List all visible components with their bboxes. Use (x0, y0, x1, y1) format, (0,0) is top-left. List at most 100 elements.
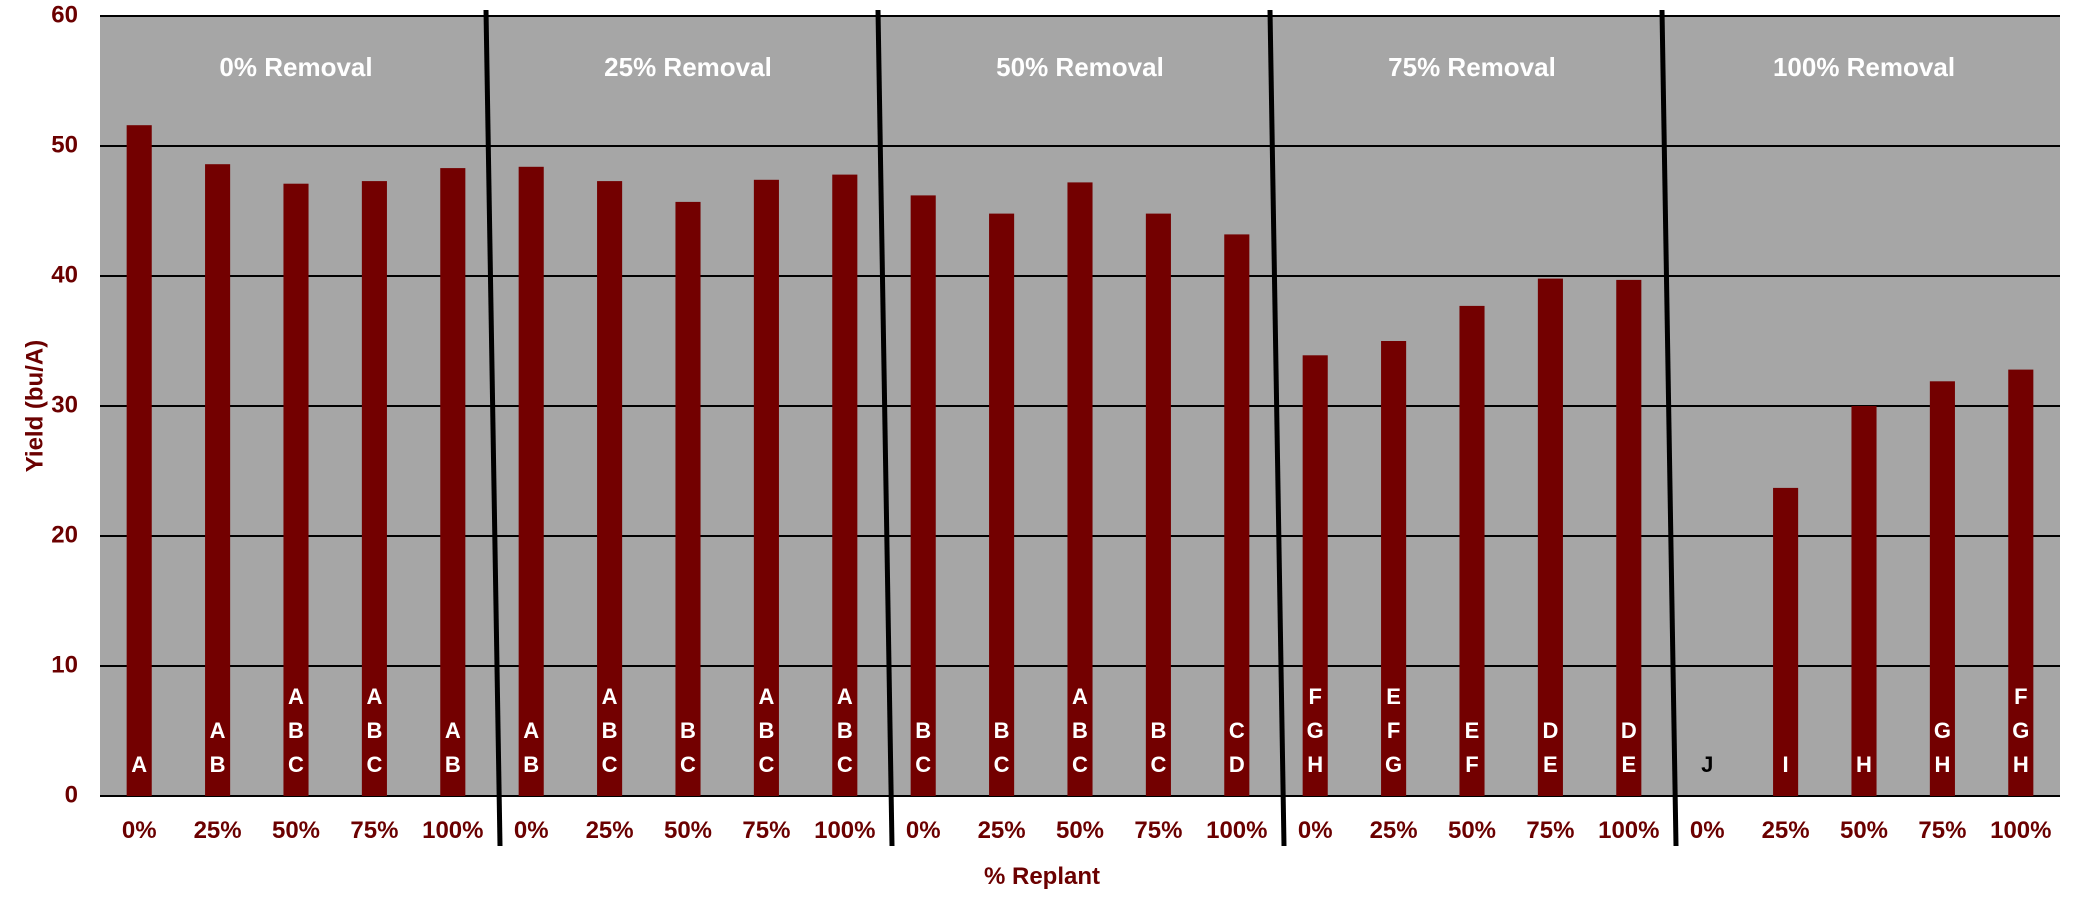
x-tick-label: 50% (1448, 817, 1496, 844)
bar (1459, 305, 1485, 796)
significance-letter: B (994, 718, 1010, 743)
significance-letter: A (445, 718, 461, 743)
bar (1929, 381, 1955, 796)
bar (1302, 355, 1328, 796)
significance-letter: D (1621, 718, 1637, 743)
x-tick-label: 75% (1526, 817, 1574, 844)
group-separator (483, 9, 503, 847)
x-tick-label: 100% (814, 817, 875, 844)
x-tick-label: 75% (742, 817, 790, 844)
group-separator (1659, 9, 1679, 847)
bar (910, 195, 936, 796)
x-tick-label: 0% (906, 817, 941, 844)
significance-letter: H (1856, 752, 1872, 777)
significance-letter: C (994, 752, 1010, 777)
x-tick-label: 100% (1206, 817, 1267, 844)
y-tick-label: 10 (51, 651, 78, 678)
x-tick-label: 25% (1762, 817, 1810, 844)
significance-letter: C (680, 752, 696, 777)
x-tick-label: 75% (1918, 817, 1966, 844)
significance-letter: H (1307, 752, 1323, 777)
significance-letter: F (1308, 684, 1321, 709)
significance-letter: B (837, 718, 853, 743)
x-tick-label: 75% (1134, 817, 1182, 844)
significance-letter: A (837, 684, 853, 709)
bar (1067, 182, 1093, 796)
significance-letter: D (1542, 718, 1558, 743)
bar (518, 166, 544, 797)
significance-letter: G (1385, 752, 1402, 777)
group-label: 50% Removal (996, 52, 1164, 82)
significance-letter: B (445, 752, 461, 777)
significance-letter: E (1465, 718, 1480, 743)
significance-letter: B (288, 718, 304, 743)
significance-letter: B (915, 718, 931, 743)
x-tick-label: 50% (272, 817, 320, 844)
bar (1537, 278, 1563, 797)
bar (675, 201, 701, 796)
significance-letter: H (1934, 752, 1950, 777)
bar (283, 183, 309, 796)
group-separators (483, 9, 1679, 847)
significance-letter: I (1783, 752, 1789, 777)
x-tick-label: 0% (122, 817, 157, 844)
bar (1773, 487, 1799, 796)
significance-letter: C (758, 752, 774, 777)
significance-letter: G (2012, 718, 2029, 743)
significance-letter: B (366, 718, 382, 743)
significance-letter: B (602, 718, 618, 743)
significance-letter: E (1543, 752, 1558, 777)
significance-letter: H (2013, 752, 2029, 777)
significance-letter: B (210, 752, 226, 777)
bar (989, 213, 1015, 797)
x-tick-label: 0% (514, 817, 549, 844)
x-tick-label: 75% (350, 817, 398, 844)
group-separator (1267, 9, 1287, 847)
group-labels: 0% Removal 25% Removal 50% Removal 75% Remo… (219, 52, 1955, 82)
significance-letters: AABABCABCABABABCBCABCABCBCBCABCBCCDFGHEF… (131, 684, 2029, 777)
significance-letter: C (1072, 752, 1088, 777)
significance-letter: E (1386, 684, 1401, 709)
significance-letter: C (1229, 718, 1245, 743)
x-tick-label: 50% (1056, 817, 1104, 844)
x-tick-label: 25% (978, 817, 1026, 844)
group-label: 100% Removal (1773, 52, 1955, 82)
significance-letter: C (288, 752, 304, 777)
x-tick-label: 50% (664, 817, 712, 844)
x-tick-labels: 0% 25% 50% 75% 100% 0% 25% 50% 75% 100% 0% 25% 50% 75… (122, 817, 2052, 844)
significance-letter: G (1934, 718, 1951, 743)
y-tick-label: 60 (51, 1, 78, 28)
group-label: 75% Removal (1388, 52, 1556, 82)
bar (1381, 341, 1407, 796)
significance-letter: B (680, 718, 696, 743)
y-tick-labels: 0 10 20 30 40 50 60 (51, 1, 78, 808)
significance-letter: B (523, 752, 539, 777)
significance-letter: A (288, 684, 304, 709)
bar (597, 181, 623, 797)
y-tick-label: 30 (51, 391, 78, 418)
significance-letter: A (523, 718, 539, 743)
significance-letter: D (1229, 752, 1245, 777)
significance-letter: C (366, 752, 382, 777)
bar (1851, 406, 1877, 796)
y-tick-label: 40 (51, 261, 78, 288)
significance-letter: C (602, 752, 618, 777)
x-tick-label: 50% (1840, 817, 1888, 844)
significance-letter: C (837, 752, 853, 777)
bars (126, 125, 2034, 797)
significance-letter: C (915, 752, 931, 777)
bar (1224, 234, 1250, 796)
x-tick-label: 100% (1990, 817, 2051, 844)
significance-letter: B (758, 718, 774, 743)
x-tick-label: 25% (1370, 817, 1418, 844)
bar (753, 179, 779, 797)
bar (1616, 279, 1642, 796)
bar (361, 181, 387, 797)
bar (205, 164, 231, 796)
significance-letter: A (602, 684, 618, 709)
significance-letter: B (1150, 718, 1166, 743)
y-tick-label: 20 (51, 521, 78, 548)
x-tick-label: 0% (1690, 817, 1725, 844)
y-axis-title: Yield (bu/A) (21, 340, 48, 472)
